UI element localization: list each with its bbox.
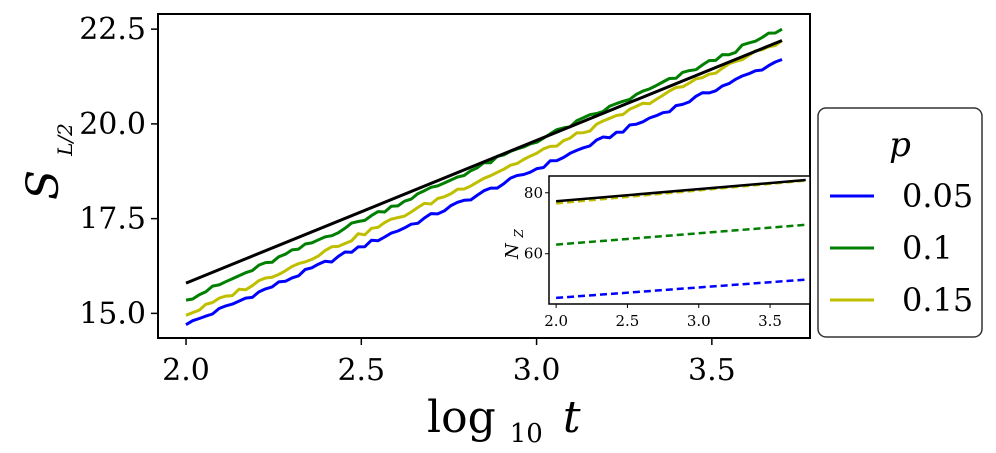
main-series-group [185, 27, 783, 326]
inset-x-tick-label: 3.0 [687, 312, 711, 330]
x-axis-label-sub: 10 [510, 419, 543, 449]
inset-x-tick-label: 2.5 [616, 312, 640, 330]
y-axis-label: S L/2 [18, 123, 77, 200]
y-tick-label: 17.5 [79, 202, 146, 237]
y-tick-label: 20.0 [79, 107, 146, 142]
inset-series-line-0-1 [556, 223, 806, 246]
y-tick-label: 15.0 [79, 296, 146, 331]
legend-title: p [889, 125, 911, 165]
inset-y-axis-label: N Z [502, 229, 526, 260]
series-line-0-15 [185, 39, 783, 317]
x-axis-label: log 10 t [427, 392, 581, 453]
inset-series-line-0-15 [555, 179, 806, 205]
inset-series-line-0-05 [556, 278, 806, 300]
inset-y-label-sub: Z [512, 229, 526, 239]
main-x-ticks: 2.0 2.5 3.0 3.5 [162, 338, 736, 388]
legend-entries: 0.05 0.1 0.15 [830, 177, 973, 319]
x-axis-label-base: log [427, 392, 496, 443]
series-line-0-05 [185, 58, 783, 326]
y-axis-label-main: S [18, 170, 69, 200]
inset-series-line-fit [555, 178, 806, 203]
inset-plot-frame [548, 175, 811, 305]
legend-label: 0.1 [902, 229, 953, 267]
svg-text:S L/2: S L/2 [18, 123, 77, 200]
legend-box [817, 107, 983, 338]
x-axis-label-var: t [563, 392, 581, 443]
inset-y-tick-label: 60 [524, 245, 543, 263]
inset-y-tick-label: 80 [524, 184, 543, 202]
x-tick-label: 3.5 [688, 353, 736, 388]
y-axis-label-sub: L/2 [53, 123, 77, 157]
inset-series-group [555, 178, 806, 300]
svg-text:N Z: N Z [502, 229, 526, 260]
series-line-fit [185, 39, 783, 285]
inset-x-tick-label: 3.5 [758, 312, 782, 330]
inset-y-ticks: 60 80 [524, 184, 549, 263]
main-y-ticks: 15.0 17.5 20.0 22.5 [79, 12, 158, 331]
x-tick-label: 2.0 [162, 353, 210, 388]
y-tick-label: 22.5 [79, 12, 146, 47]
legend-label: 0.15 [902, 281, 973, 319]
legend-label: 0.05 [902, 177, 973, 215]
x-tick-label: 3.0 [513, 353, 561, 388]
inset-x-ticks: 2.0 2.5 3.0 3.5 [544, 304, 782, 330]
inset-y-label-main: N [502, 242, 523, 260]
x-tick-label: 2.5 [337, 353, 385, 388]
inset-x-tick-label: 2.0 [544, 312, 568, 330]
